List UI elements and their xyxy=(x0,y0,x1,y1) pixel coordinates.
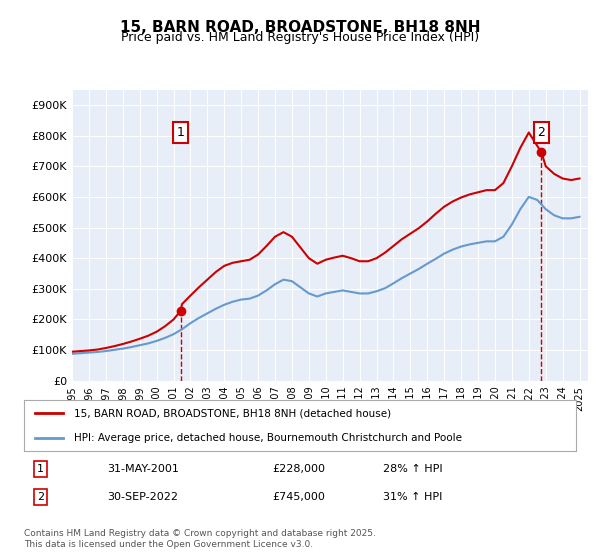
Text: Price paid vs. HM Land Registry's House Price Index (HPI): Price paid vs. HM Land Registry's House … xyxy=(121,31,479,44)
Text: 2: 2 xyxy=(37,492,44,502)
Text: 30-SEP-2022: 30-SEP-2022 xyxy=(107,492,178,502)
Text: 31% ↑ HPI: 31% ↑ HPI xyxy=(383,492,442,502)
Text: 1: 1 xyxy=(37,464,44,474)
Text: 2: 2 xyxy=(538,126,545,139)
Text: £745,000: £745,000 xyxy=(272,492,325,502)
Text: 31-MAY-2001: 31-MAY-2001 xyxy=(107,464,179,474)
Text: Contains HM Land Registry data © Crown copyright and database right 2025.
This d: Contains HM Land Registry data © Crown c… xyxy=(24,529,376,549)
Text: 28% ↑ HPI: 28% ↑ HPI xyxy=(383,464,442,474)
Text: £228,000: £228,000 xyxy=(272,464,325,474)
Text: 1: 1 xyxy=(176,126,185,139)
Text: HPI: Average price, detached house, Bournemouth Christchurch and Poole: HPI: Average price, detached house, Bour… xyxy=(74,433,461,443)
Text: 15, BARN ROAD, BROADSTONE, BH18 8NH: 15, BARN ROAD, BROADSTONE, BH18 8NH xyxy=(120,20,480,35)
Text: 15, BARN ROAD, BROADSTONE, BH18 8NH (detached house): 15, BARN ROAD, BROADSTONE, BH18 8NH (det… xyxy=(74,408,391,418)
